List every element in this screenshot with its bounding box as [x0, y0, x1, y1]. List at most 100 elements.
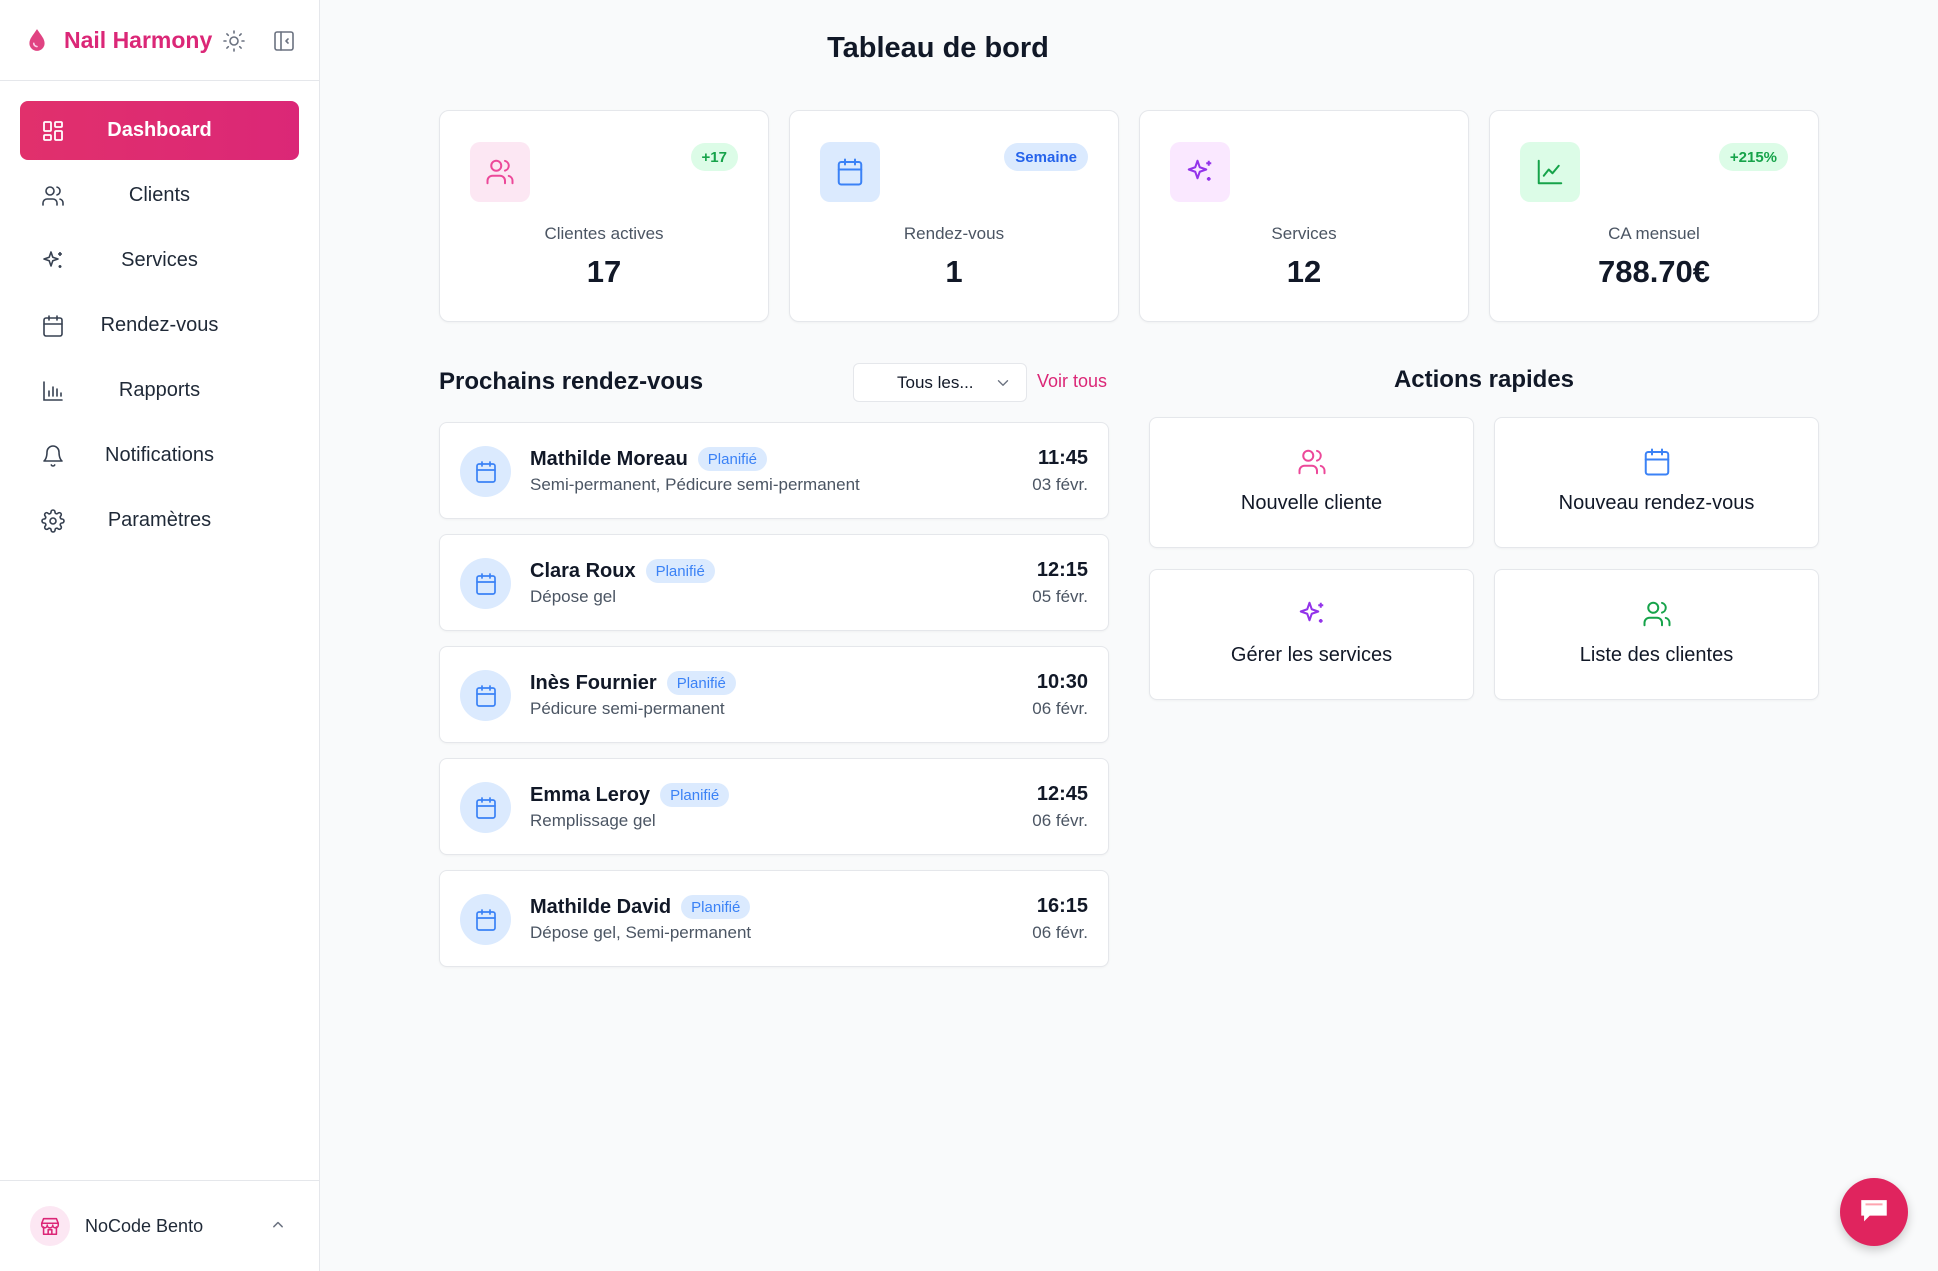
new-client-button[interactable]: Nouvelle cliente: [1149, 417, 1474, 548]
users-icon: [40, 183, 66, 209]
chevron-up-icon[interactable]: [268, 1215, 288, 1240]
stat-card-clientes: +17 Clientes actives 17: [439, 110, 769, 322]
status-badge: Planifié: [681, 895, 751, 919]
workspace-name: NoCode Bento: [85, 1215, 204, 1236]
workspace-switcher[interactable]: NoCode Bento: [0, 1180, 320, 1271]
client-name: Mathilde David: [530, 895, 672, 918]
see-all-link[interactable]: Voir tous: [1037, 371, 1108, 391]
action-label: Nouvelle cliente: [1240, 492, 1383, 514]
calendar-icon: [460, 446, 511, 497]
appointment-client: Inès Fournier Planifié: [530, 671, 736, 695]
page-title: Tableau de bord: [827, 32, 1049, 64]
sidebar-item-parametres[interactable]: Paramètres: [20, 491, 299, 550]
sidebar-item-label: Notifications: [105, 444, 214, 466]
sidebar-item-rendez-vous[interactable]: Rendez-vous: [20, 296, 299, 355]
appointment-client: Mathilde David Planifié: [530, 895, 751, 919]
users-icon: [1150, 447, 1473, 477]
chat-button[interactable]: [1840, 1178, 1908, 1246]
appointment-card[interactable]: Mathilde David Planifié Dépose gel, Semi…: [439, 870, 1109, 967]
bar-chart-icon: [40, 378, 66, 404]
appointment-date: 05 févr.: [1032, 587, 1088, 606]
stat-value: 12: [1286, 254, 1322, 289]
theme-toggle-sun-icon[interactable]: [220, 27, 248, 55]
drop-logo-icon: [24, 27, 50, 53]
sidebar-item-dashboard[interactable]: Dashboard: [20, 101, 299, 160]
sparkles-icon: [1170, 142, 1230, 202]
sparkles-icon: [40, 248, 66, 274]
stat-badge: +215%: [1718, 143, 1788, 171]
appointment-time: 12:15: [1036, 559, 1088, 581]
sidebar-item-label: Clients: [128, 184, 191, 206]
appointment-time: 16:15: [1036, 895, 1088, 917]
users-icon: [1495, 599, 1818, 629]
appointment-services: Semi-permanent, Pédicure semi-permanent: [530, 475, 860, 494]
quick-actions-title: Actions rapides: [1393, 366, 1575, 393]
sidebar-item-services[interactable]: Services: [20, 231, 299, 290]
client-name: Inès Fournier: [530, 671, 657, 694]
appointment-time: 11:45: [1037, 447, 1088, 469]
appointment-client: Clara Roux Planifié: [530, 559, 715, 583]
calendar-icon: [460, 894, 511, 945]
calendar-icon: [460, 782, 511, 833]
stat-value: 1: [945, 254, 963, 289]
client-name: Emma Leroy: [530, 783, 651, 806]
new-appointment-button[interactable]: Nouveau rendez-vous: [1494, 417, 1819, 548]
chevron-down-icon: [994, 374, 1012, 397]
stat-card-rendez-vous: Semaine Rendez-vous 1: [789, 110, 1119, 322]
stat-card-services: Services 12: [1139, 110, 1469, 322]
appointments-title: Prochains rendez-vous: [439, 368, 704, 395]
appointment-card[interactable]: Emma Leroy Planifié Remplissage gel 12:4…: [439, 758, 1109, 855]
action-label: Liste des clientes: [1579, 644, 1734, 666]
appointment-services: Dépose gel: [530, 587, 617, 606]
store-icon: [30, 1206, 70, 1246]
manage-services-button[interactable]: Gérer les services: [1149, 569, 1474, 700]
appointments-filter-select[interactable]: Tous les...: [853, 363, 1027, 402]
sidebar-item-label: Rendez-vous: [100, 314, 219, 336]
appointment-time: 10:30: [1036, 671, 1088, 693]
client-list-button[interactable]: Liste des clientes: [1494, 569, 1819, 700]
sidebar-item-clients[interactable]: Clients: [20, 166, 299, 225]
sparkles-icon: [1150, 599, 1473, 629]
stat-value: 17: [586, 254, 622, 289]
appointment-date: 03 févr.: [1032, 475, 1088, 494]
appointment-card[interactable]: Inès Fournier Planifié Pédicure semi-per…: [439, 646, 1109, 743]
sidebar-item-rapports[interactable]: Rapports: [20, 361, 299, 420]
calendar-icon: [40, 313, 66, 339]
appointment-date: 06 févr.: [1032, 699, 1088, 718]
stat-badge: +17: [690, 143, 738, 171]
calendar-icon: [460, 670, 511, 721]
appointment-card[interactable]: Clara Roux Planifié Dépose gel 12:15 05 …: [439, 534, 1109, 631]
appointment-date: 06 févr.: [1032, 923, 1088, 942]
filter-value: Tous les...: [897, 372, 974, 392]
sidebar-item-label: Paramètres: [107, 509, 212, 531]
dashboard-icon: [40, 118, 66, 144]
gear-icon: [40, 508, 66, 534]
calendar-icon: [460, 558, 511, 609]
status-badge: Planifié: [666, 671, 736, 695]
stat-card-ca-mensuel: +215% CA mensuel 788.70€: [1489, 110, 1819, 322]
appointment-services: Dépose gel, Semi-permanent: [530, 923, 752, 942]
stat-value: 788.70€: [1597, 254, 1711, 289]
action-label: Gérer les services: [1230, 644, 1393, 666]
calendar-icon: [820, 142, 880, 202]
brand-name: Nail Harmony: [64, 26, 213, 53]
appointment-services: Remplissage gel: [530, 811, 656, 830]
stat-label: Rendez-vous: [903, 224, 1005, 243]
client-name: Mathilde Moreau: [530, 447, 688, 470]
action-label: Nouveau rendez-vous: [1558, 492, 1755, 514]
status-badge: Planifié: [645, 559, 715, 583]
sidebar-item-label: Dashboard: [107, 119, 212, 141]
status-badge: Planifié: [660, 783, 730, 807]
sidebar: Nail Harmony Dashboard Clients: [0, 0, 320, 1271]
appointment-card[interactable]: Mathilde Moreau Planifié Semi-permanent,…: [439, 422, 1109, 519]
stat-badge: Semaine: [1004, 143, 1088, 171]
sidebar-item-label: Services: [121, 249, 198, 271]
stat-label: CA mensuel: [1608, 224, 1700, 243]
line-chart-icon: [1520, 142, 1580, 202]
collapse-sidebar-icon[interactable]: [270, 27, 298, 55]
sidebar-item-notifications[interactable]: Notifications: [20, 426, 299, 485]
brand-header: Nail Harmony: [0, 0, 319, 81]
bell-icon: [40, 443, 66, 469]
client-name: Clara Roux: [530, 559, 636, 582]
appointment-client: Mathilde Moreau Planifié: [530, 447, 767, 471]
